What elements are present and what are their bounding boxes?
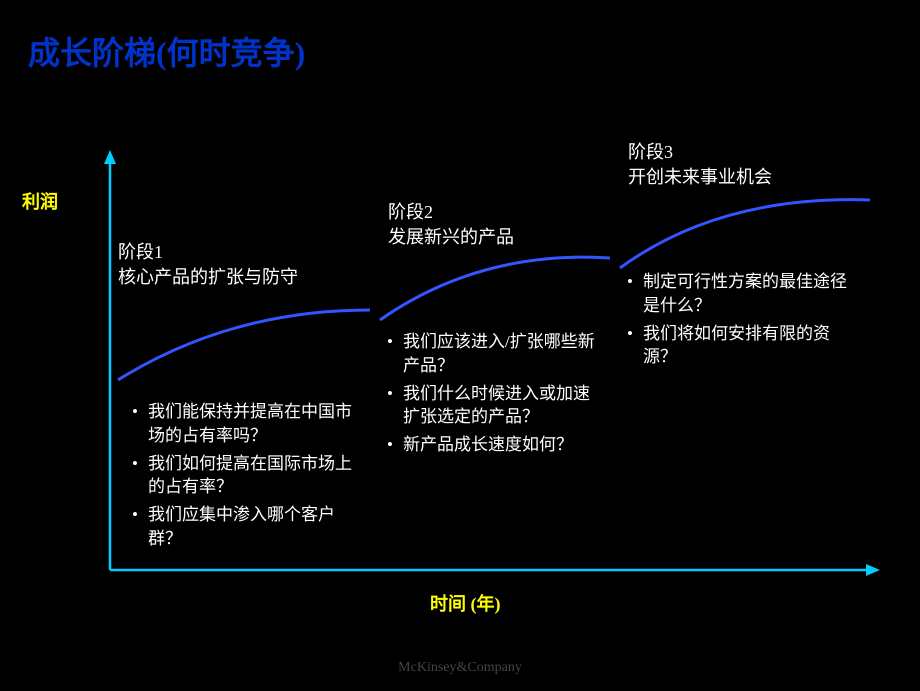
stage-2-bullets: 我们应该进入/扩张哪些新产品？我们什么时候进入或加速扩张选定的产品？ 新产品成长速… <box>385 330 600 461</box>
stage-label-line: 发展新兴的产品 <box>388 225 514 250</box>
stage-3-label: 阶段3开创未来事业机会 <box>628 140 772 190</box>
stage-1-label: 阶段1核心产品的扩张与防守 <box>118 240 298 290</box>
x-axis-label: 时间 (年) <box>430 590 501 616</box>
bullet-item: 我们应该进入/扩张哪些新产品？ <box>385 330 600 378</box>
stage-3-bullets: 制定可行性方案的最佳途径是什么？我们将如何安排有限的资源？ <box>625 270 850 373</box>
stage-label-line: 阶段1 <box>118 240 298 265</box>
footer-brand: McKinsey&Company <box>0 660 920 676</box>
bullet-item: 我们如何提高在国际市场上的占有率？ <box>130 452 360 500</box>
bullet-item: 我们应集中渗入哪个客户群？ <box>130 503 360 551</box>
bullet-item: 新产品成长速度如何？ <box>385 433 600 457</box>
stage-label-line: 阶段3 <box>628 140 772 165</box>
slide: 成长阶梯(何时竞争) 利润 时间 (年) 阶段1核心产品的扩张与防守我们能保持并… <box>0 0 920 691</box>
bullet-item: 我们能保持并提高在中国市场的占有率吗？ <box>130 400 360 448</box>
bullet-item: 制定可行性方案的最佳途径是什么？ <box>625 270 850 318</box>
y-axis-label: 利润 <box>22 188 58 214</box>
stage-2-label: 阶段2发展新兴的产品 <box>388 200 514 250</box>
stage-label-line: 核心产品的扩张与防守 <box>118 265 298 290</box>
stage-label-line: 阶段2 <box>388 200 514 225</box>
bullet-item: 我们什么时候进入或加速扩张选定的产品？ <box>385 382 600 430</box>
bullet-item: 我们将如何安排有限的资源？ <box>625 322 850 370</box>
stage-1-bullets: 我们能保持并提高在中国市场的占有率吗？我们如何提高在国际市场上的占有率？我们应集… <box>130 400 360 555</box>
stage-label-line: 开创未来事业机会 <box>628 165 772 190</box>
